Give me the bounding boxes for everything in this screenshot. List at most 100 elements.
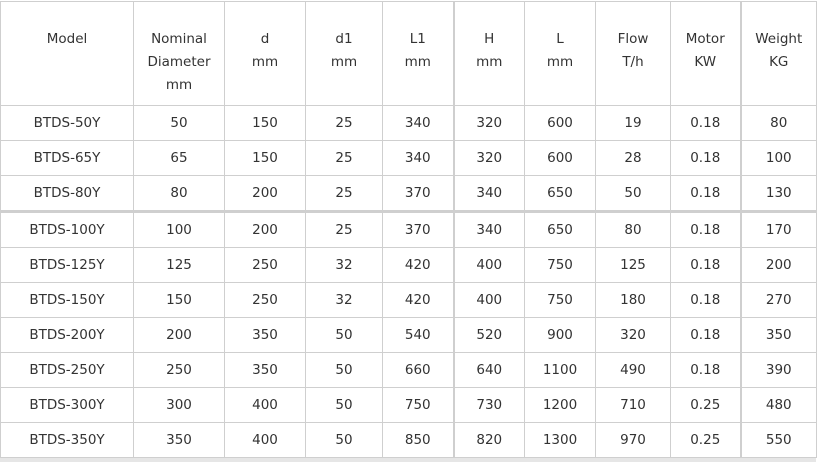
- table-cell: BTDS-150Y: [0, 282, 134, 318]
- table-cell: 250: [133, 352, 225, 388]
- column-header: d1 mm: [305, 1, 383, 106]
- table-cell: 80: [739, 105, 817, 141]
- table-cell: 80: [133, 175, 225, 212]
- table-cell: 370: [382, 210, 454, 248]
- table-row: BTDS-150Y 150 250 32 420 400 750 180 0.18 270: [0, 282, 817, 318]
- column-header-line: Flow: [617, 31, 649, 47]
- table-cell: 200: [739, 247, 817, 283]
- column-header: Model: [0, 1, 134, 106]
- table-cell: 350: [739, 317, 817, 353]
- column-header: Motor KW: [670, 1, 741, 106]
- column-header-line: Diameter: [147, 54, 211, 70]
- table-cell: 320: [452, 105, 525, 141]
- table-cell: 100: [133, 210, 225, 248]
- table-cell: 730: [452, 387, 525, 423]
- table-cell: BTDS-350Y: [0, 422, 134, 458]
- table-cell: 125: [595, 247, 671, 283]
- table-row: BTDS-50Y 50 150 25 340 320 600 19 0.18 80: [0, 105, 817, 141]
- table-cell: BTDS-50Y: [0, 105, 134, 141]
- table-cell: 1200: [524, 387, 596, 423]
- table-cell: 200: [224, 210, 306, 248]
- column-header-line: mm: [476, 54, 503, 70]
- table-cell: 970: [595, 422, 671, 458]
- table-cell: 32: [305, 282, 383, 318]
- table-cell: 370: [382, 175, 454, 212]
- table-cell: 400: [452, 282, 525, 318]
- table-cell: 250: [224, 282, 306, 318]
- table-cell: 50: [305, 352, 383, 388]
- table-cell: 0.25: [670, 387, 741, 423]
- column-header-line: Nominal: [151, 31, 207, 47]
- table-cell: 25: [305, 175, 383, 212]
- table-cell: 180: [595, 282, 671, 318]
- table-cell: 28: [595, 140, 671, 176]
- table-cell: 900: [524, 317, 596, 353]
- table-cell: 340: [452, 175, 525, 212]
- table-cell: 660: [382, 352, 454, 388]
- table-cell: 125: [133, 247, 225, 283]
- table-cell: 320: [595, 317, 671, 353]
- table-cell: 1300: [524, 422, 596, 458]
- table-cell: 0.18: [670, 175, 741, 212]
- table-cell: 25: [305, 105, 383, 141]
- table-cell: 25: [305, 210, 383, 248]
- table-cell: 710: [595, 387, 671, 423]
- column-header: Flow T/h: [595, 1, 671, 106]
- column-header-line: mm: [251, 54, 279, 70]
- table-cell: 750: [524, 282, 596, 318]
- column-header-line: mm: [165, 77, 193, 93]
- table-row: BTDS-250Y 250 350 50 660 640 1100 490 0.18 390: [0, 352, 817, 388]
- table-cell: 100: [739, 140, 817, 176]
- table-row: BTDS-300Y 300 400 50 750 730 1200 710 0.25 480: [0, 387, 817, 423]
- table-cell: 50: [305, 387, 383, 423]
- table-cell: 65: [133, 140, 225, 176]
- column-header: d mm: [224, 1, 306, 106]
- table-cell: 600: [524, 105, 596, 141]
- table-row: BTDS-80Y 80 200 25 370 340 650 50 0.18 130: [0, 175, 817, 212]
- table-cell: 300: [133, 387, 225, 423]
- table-cell: 400: [224, 422, 306, 458]
- column-header-line: Motor: [685, 31, 725, 47]
- table-cell: 150: [224, 105, 306, 141]
- table-row: BTDS-350Y 350 400 50 850 820 1300 970 0.25 550: [0, 422, 817, 458]
- column-header-line: KW: [694, 54, 717, 70]
- table-cell: 480: [739, 387, 817, 423]
- table-cell: 200: [133, 317, 225, 353]
- table-cell: 750: [524, 247, 596, 283]
- table-row: BTDS-200Y 200 350 50 540 520 900 320 0.18 350: [0, 317, 817, 353]
- table-cell: 400: [224, 387, 306, 423]
- column-header: Weight KG: [739, 1, 817, 106]
- table-cell: 400: [452, 247, 525, 283]
- table-cell: 520: [452, 317, 525, 353]
- table-cell: BTDS-250Y: [0, 352, 134, 388]
- table-cell: 340: [382, 105, 454, 141]
- table-cell: 1100: [524, 352, 596, 388]
- table-cell: 350: [224, 352, 306, 388]
- column-header: L1 mm: [382, 1, 454, 106]
- table-cell: BTDS-65Y: [0, 140, 134, 176]
- table-cell: 170: [739, 210, 817, 248]
- table-cell: 32: [305, 247, 383, 283]
- table-cell: 340: [452, 210, 525, 248]
- column-header-line: mm: [546, 54, 574, 70]
- table-cell: 0.18: [670, 105, 741, 141]
- table-cell: 50: [305, 317, 383, 353]
- table-cell: 0.18: [670, 352, 741, 388]
- column-header-line: H: [484, 31, 495, 47]
- table-cell: 540: [382, 317, 454, 353]
- table-cell: 420: [382, 282, 454, 318]
- table-cell: 390: [739, 352, 817, 388]
- column-header-line: L1: [409, 31, 426, 47]
- table-cell: 320: [452, 140, 525, 176]
- table-cell: 25: [305, 140, 383, 176]
- table-cell: BTDS-80Y: [0, 175, 134, 212]
- table-cell: 650: [524, 210, 596, 248]
- table-cell: 0.18: [670, 140, 741, 176]
- table-cell: 640: [452, 352, 525, 388]
- column-header-line: Model: [46, 31, 88, 47]
- table-cell: 0.25: [670, 422, 741, 458]
